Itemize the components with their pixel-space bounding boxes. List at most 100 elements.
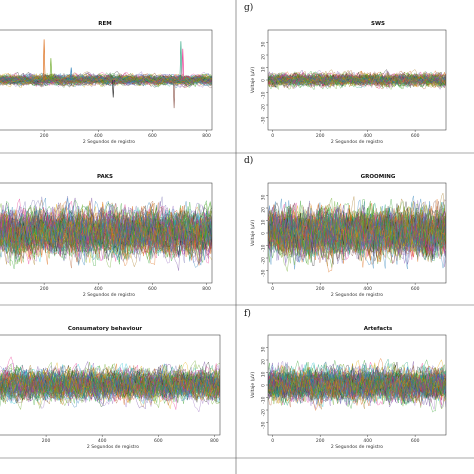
x-tick-label: 0 [271, 286, 274, 292]
spike-line [42, 39, 46, 81]
trace-group [0, 196, 212, 271]
x-axis-label: 2 Segundos de registro [331, 292, 383, 298]
trace-group [268, 357, 446, 413]
chart-title: Consumatory behaviour [68, 326, 142, 332]
trace-line [0, 205, 212, 258]
panel-sws: SWS 0 200 400 600 2 Segundos de registro 30 20 1… [250, 21, 447, 145]
trace-line [0, 206, 212, 262]
y-tick-label: 30 [261, 41, 267, 47]
x-tick-label: 0 [271, 438, 274, 444]
x-tick-label: 400 [98, 438, 107, 444]
trace-group [268, 69, 446, 91]
plot-frame [0, 182, 213, 284]
x-tick-label: 400 [363, 438, 372, 444]
x-tick-label: 600 [411, 438, 420, 444]
x-tick-label: 200 [316, 438, 325, 444]
y-tick-label: 30 [261, 346, 267, 352]
x-tick-label: 200 [316, 133, 325, 139]
y-tick-label: -30 [261, 421, 267, 428]
plot-frame [0, 334, 221, 436]
y-tick-label: 20 [261, 359, 267, 365]
x-tick-label: 800 [202, 133, 211, 139]
trace-line [268, 363, 446, 405]
y-tick-label: -30 [261, 269, 267, 276]
chart-title: GROOMING [361, 174, 396, 180]
panel-label-b: g) [244, 2, 253, 13]
trace-line [268, 367, 446, 401]
trace-line [268, 213, 446, 264]
trace-line [0, 203, 212, 260]
y-tick-label: -20 [261, 257, 267, 264]
x-tick-label: 600 [154, 438, 163, 444]
trace-line [268, 75, 446, 85]
x-tick-label: 400 [363, 286, 372, 292]
y-axis-label: Voltaje (µV) [250, 67, 256, 93]
trace-line [268, 369, 446, 400]
spike-line [111, 79, 115, 98]
trace-line [0, 75, 212, 85]
trace-line [268, 75, 446, 85]
trace-line [268, 70, 446, 88]
x-tick-label: 600 [411, 133, 420, 139]
panel-label-f: f) [244, 308, 251, 319]
trace-line [0, 362, 220, 402]
plot-frame [0, 29, 213, 131]
trace-line [268, 369, 446, 405]
trace-line [268, 192, 446, 267]
y-tick-label: -20 [261, 104, 267, 111]
trace-group [268, 192, 446, 273]
y-tick-label: 0 [261, 384, 267, 387]
y-tick-label: 20 [261, 207, 267, 213]
trace-line [0, 367, 220, 399]
trace-line [268, 203, 446, 264]
x-tick-label: 800 [210, 438, 219, 444]
x-axis-label: 2 Segundos de registro [87, 444, 139, 450]
trace-line [0, 198, 212, 268]
trace-line [268, 205, 446, 264]
trace-line [0, 368, 220, 402]
y-tick-label: -10 [261, 244, 267, 251]
trace-group [0, 356, 220, 413]
panel-consumatory: Consumatory behaviour 200 400 600 800 2 Segun… [0, 326, 221, 450]
spike-line [69, 67, 73, 81]
trace-line [268, 205, 446, 265]
spike-line [181, 48, 185, 81]
panel-paks: PAKS 200 400 600 800 2 Segundos de registro [0, 174, 213, 298]
trace-line [0, 212, 212, 256]
y-tick-label: -10 [261, 396, 267, 403]
trace-line [268, 364, 446, 400]
y-tick-label: 0 [261, 232, 267, 235]
trace-line [268, 72, 446, 89]
y-axis-label: Voltaje (µV) [250, 372, 256, 398]
x-tick-label: 400 [94, 133, 103, 139]
trace-line [0, 206, 212, 259]
trace-line [0, 364, 220, 407]
trace-line [268, 197, 446, 266]
trace-line [268, 216, 446, 249]
y-tick-label: 10 [261, 219, 267, 225]
y-tick-label: -20 [261, 409, 267, 416]
spike-line [49, 58, 53, 81]
y-tick-label: 30 [261, 194, 267, 200]
trace-line [0, 364, 220, 402]
x-tick-label: 200 [40, 286, 49, 292]
x-axis-label: 2 Segundos de registro [83, 139, 135, 145]
trace-line [0, 75, 212, 85]
x-tick-label: 400 [363, 133, 372, 139]
panel-label-d: d) [244, 155, 253, 166]
y-axis-label: Voltaje (µV) [250, 220, 256, 246]
x-tick-label: 800 [202, 286, 211, 292]
trace-line [0, 75, 212, 85]
x-axis-label: 2 Segundos de registro [83, 292, 135, 298]
y-tick-label: 20 [261, 54, 267, 60]
trace-line [0, 207, 212, 254]
trace-line [0, 200, 212, 265]
trace-line [268, 205, 446, 264]
trace-line [0, 360, 220, 410]
trace-line [0, 218, 212, 247]
chart-title: SWS [371, 21, 385, 27]
spike-line [179, 41, 183, 81]
